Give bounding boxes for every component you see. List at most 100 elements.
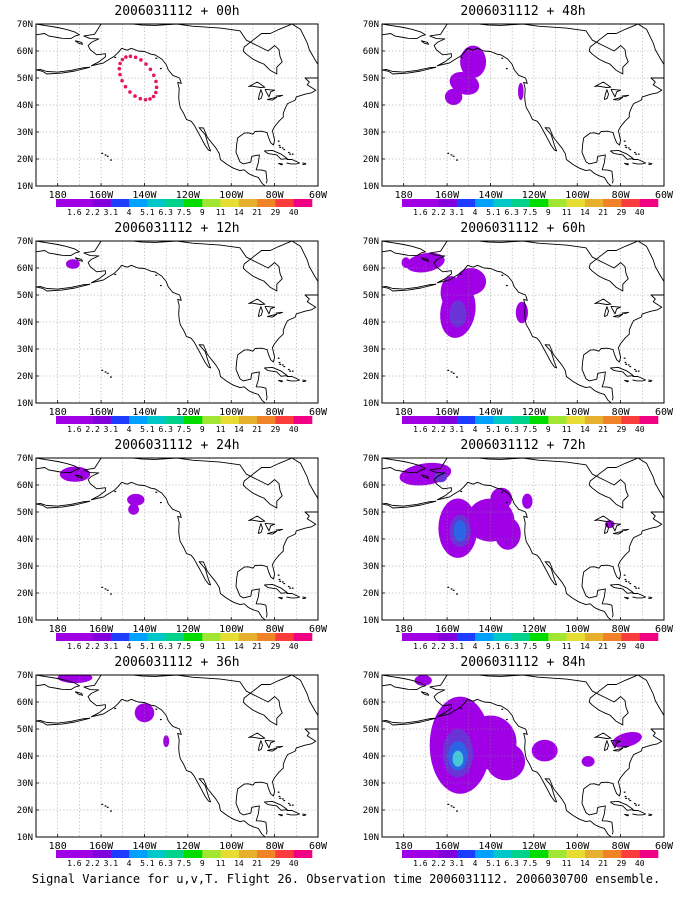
colorbar-label: 6.3 — [504, 425, 519, 434]
coastline — [264, 522, 276, 532]
colorbar-swatch — [511, 199, 531, 207]
signal-contour — [57, 675, 93, 684]
coastline — [83, 252, 267, 403]
coastline — [610, 88, 622, 98]
signal-dot — [124, 55, 128, 59]
lon-tick-label: 140W — [478, 407, 503, 418]
coastline — [74, 257, 84, 262]
signal-dot — [120, 57, 125, 62]
signal-dot — [138, 96, 143, 101]
colorbar-swatch — [438, 850, 458, 858]
colorbar-label: 9 — [546, 642, 551, 651]
lat-tick-label: 30N — [363, 345, 379, 355]
coastline — [603, 306, 609, 318]
colorbar-swatch — [584, 199, 604, 207]
coastline — [278, 162, 284, 166]
lat-tick-label: 50N — [17, 74, 33, 84]
figure-caption: Signal Variance for u,v,T. Flight 26. Ob… — [31, 872, 661, 886]
colorbar-label: 9 — [200, 425, 205, 434]
colorbar-swatch — [92, 199, 112, 207]
colorbar-label: 11 — [562, 425, 572, 434]
coastline — [267, 96, 278, 101]
colorbar-swatch — [621, 850, 640, 858]
lon-tick-label: 100W — [219, 407, 244, 418]
lon-tick-label: 160W — [89, 841, 114, 852]
coastline — [74, 691, 84, 696]
colorbar-swatch — [165, 633, 185, 641]
coastline — [302, 379, 307, 382]
lon-tick-label: 140W — [478, 190, 503, 201]
lon-tick-label: 140W — [132, 624, 157, 635]
colorbar-swatch — [493, 199, 512, 207]
colorbar-swatch — [56, 416, 75, 424]
colorbar-swatch — [147, 850, 166, 858]
coastline — [594, 732, 612, 739]
coastline — [613, 313, 624, 318]
lat-tick-label: 40N — [17, 101, 33, 111]
coastline — [429, 252, 613, 403]
coastline — [609, 149, 634, 160]
lat-tick-label: 40N — [17, 318, 33, 328]
colorbar-label: 14 — [580, 859, 590, 868]
colorbar-label: 4 — [127, 859, 132, 868]
colorbar-label: 6.3 — [158, 642, 173, 651]
colorbar-swatch — [493, 850, 512, 858]
signal-contour — [414, 675, 432, 686]
lat-tick-label: 60N — [363, 264, 379, 274]
colorbar-label: 5.1 — [486, 859, 501, 868]
colorbar-label: 4 — [473, 425, 478, 434]
colorbar-label: 7.5 — [523, 859, 538, 868]
lat-tick-label: 50N — [363, 74, 379, 84]
colorbar-swatch — [420, 199, 439, 207]
lon-tick-label: 140W — [132, 407, 157, 418]
colorbar-swatch — [603, 416, 622, 424]
colorbar-label: 40 — [635, 859, 645, 868]
coastline — [36, 241, 80, 257]
coastline — [257, 89, 263, 101]
colorbar-swatch — [110, 199, 130, 207]
signal-dot — [133, 94, 137, 98]
signal-dot — [128, 90, 132, 94]
lon-tick-label: 140W — [132, 190, 157, 201]
colorbar-label: 7.5 — [523, 208, 538, 217]
colorbar-swatch — [420, 633, 439, 641]
colorbar-label: 14 — [234, 208, 244, 217]
colorbar-label: 21 — [598, 208, 608, 217]
lat-tick-label: 10N — [17, 182, 33, 192]
coastline — [420, 257, 430, 262]
signal-dot — [151, 94, 156, 99]
coastline — [581, 675, 664, 835]
lat-tick-label: 20N — [17, 155, 33, 165]
coastline — [36, 500, 91, 509]
colorbar-swatch — [603, 199, 622, 207]
colorbar-swatch — [92, 850, 112, 858]
colorbar-label: 2.2 — [431, 425, 446, 434]
lon-tick-label: 180 — [395, 190, 413, 201]
colorbar-label: 21 — [598, 859, 608, 868]
colorbar-label: 29 — [271, 208, 281, 217]
lat-tick-label: 40N — [363, 318, 379, 328]
signal-dot — [118, 72, 122, 77]
coastline — [603, 740, 609, 752]
colorbar-label: 14 — [580, 425, 590, 434]
colorbar-swatch — [584, 416, 604, 424]
colorbar-swatch — [475, 199, 494, 207]
colorbar-label: 2.2 — [85, 642, 100, 651]
coastline — [36, 675, 80, 691]
panel-title: 2006031112 + 00h — [114, 4, 240, 19]
colorbar-swatch — [238, 633, 258, 641]
colorbar-label: 40 — [289, 425, 299, 434]
lon-tick-label: 100W — [219, 624, 244, 635]
colorbar-label: 5.1 — [140, 425, 155, 434]
map-canvas: 70N 60N 50N 40N 30N 20N 10N 180 160W 140W 120W 100W… — [17, 454, 328, 651]
lat-tick-label: 50N — [17, 508, 33, 518]
lat-tick-label: 30N — [363, 562, 379, 572]
lon-tick-label: 120W — [176, 624, 201, 635]
colorbar-label: 1.6 — [67, 208, 82, 217]
lon-tick-label: 180 — [395, 624, 413, 635]
signal-contour — [440, 276, 463, 309]
colorbar-label: 21 — [598, 425, 608, 434]
map-canvas: 70N 60N 50N 40N 30N 20N 10N 180 160W 140W 120W 100W… — [363, 237, 674, 434]
colorbar-swatch — [257, 633, 276, 641]
coastline — [382, 675, 426, 691]
